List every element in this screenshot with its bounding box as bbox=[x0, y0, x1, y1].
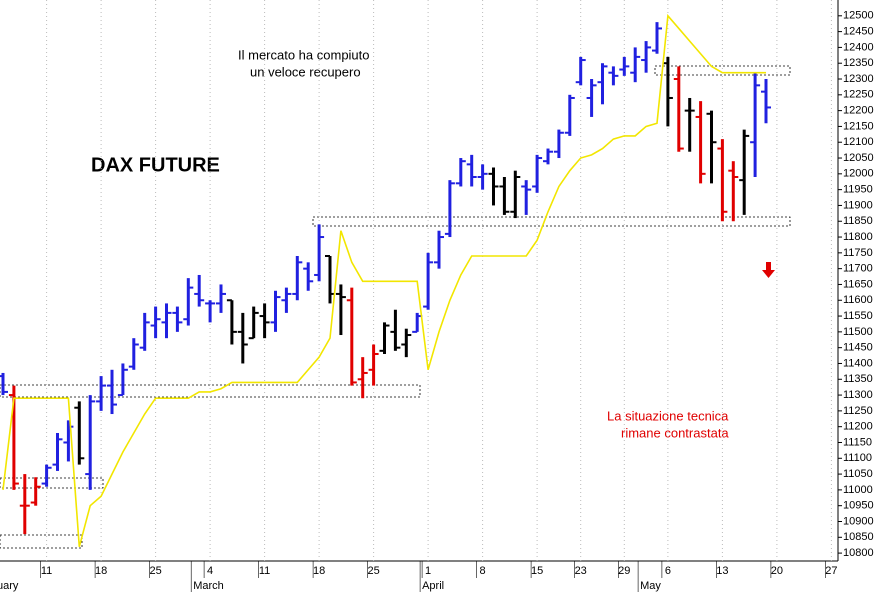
x-tick-label: 11 bbox=[259, 565, 270, 577]
y-tick-label: 11000 bbox=[843, 484, 873, 496]
zone bbox=[312, 216, 791, 227]
y-tick-label: 11700 bbox=[843, 263, 873, 275]
month-label: March bbox=[193, 580, 224, 592]
y-tick-label: 10900 bbox=[843, 515, 874, 527]
arrow-down bbox=[762, 262, 775, 278]
y-tick-label: 11750 bbox=[843, 247, 873, 259]
y-tick-label: 12400 bbox=[843, 41, 874, 53]
zone bbox=[0, 534, 83, 549]
stop-line bbox=[2, 13, 766, 547]
y-tick-label: 11350 bbox=[843, 373, 873, 385]
y-tick-label: 11200 bbox=[843, 421, 873, 433]
y-tick-label: 11600 bbox=[843, 294, 873, 306]
y-tick-label: 11150 bbox=[843, 436, 872, 448]
x-tick-label: 6 bbox=[665, 565, 671, 577]
y-tick-label: 10800 bbox=[843, 547, 874, 559]
y-tick-label: 11650 bbox=[843, 278, 873, 290]
x-tick-label: 23 bbox=[575, 565, 587, 577]
y-tick-label: 12250 bbox=[843, 89, 874, 101]
y-tick-label: 11500 bbox=[843, 326, 873, 338]
x-tick-label: 13 bbox=[716, 565, 728, 577]
month-label: April bbox=[422, 580, 444, 592]
y-tick-label: 12150 bbox=[843, 120, 874, 132]
y-tick-label: 12050 bbox=[843, 152, 874, 164]
annotation: un veloce recupero bbox=[250, 64, 361, 79]
x-tick-label: 15 bbox=[531, 565, 543, 577]
x-tick-label: 25 bbox=[149, 565, 161, 577]
x-tick-label: 11 bbox=[41, 565, 52, 577]
x-tick-label: 20 bbox=[771, 565, 783, 577]
y-tick-label: 11300 bbox=[843, 389, 873, 401]
x-tick-label: 8 bbox=[480, 565, 486, 577]
y-tick-label: 12100 bbox=[843, 136, 874, 148]
zone bbox=[0, 477, 104, 489]
annotation: Il mercato ha compiuto bbox=[238, 47, 370, 62]
x-tick-label: 18 bbox=[313, 565, 325, 577]
x-tick-label: 27 bbox=[825, 565, 837, 577]
y-tick-label: 11050 bbox=[843, 468, 873, 480]
month-label: May bbox=[640, 580, 661, 592]
note: La situazione tecnica bbox=[607, 408, 729, 423]
y-tick-label: 12300 bbox=[843, 73, 874, 85]
y-tick-label: 12200 bbox=[843, 105, 874, 117]
y-tick-label: 11100 bbox=[843, 452, 872, 464]
y-tick-label: 11400 bbox=[843, 357, 873, 369]
y-tick-label: 10950 bbox=[843, 500, 874, 512]
y-tick-label: 11950 bbox=[843, 184, 873, 196]
month-label: uary bbox=[0, 580, 19, 592]
y-tick-label: 11850 bbox=[843, 215, 873, 227]
y-tick-label: 12500 bbox=[843, 10, 874, 22]
note: rimane contrastata bbox=[621, 425, 729, 440]
x-tick-label: 18 bbox=[95, 565, 107, 577]
y-tick-label: 11800 bbox=[843, 231, 873, 243]
chart-title: DAX FUTURE bbox=[91, 154, 220, 176]
y-tick-label: 12450 bbox=[843, 26, 874, 38]
y-tick-label: 11900 bbox=[843, 199, 873, 211]
x-tick-label: 1 bbox=[425, 565, 431, 577]
x-tick-label: 4 bbox=[207, 565, 213, 577]
y-tick-label: 12350 bbox=[843, 57, 874, 69]
y-tick-label: 12000 bbox=[843, 168, 874, 180]
y-tick-label: 10850 bbox=[843, 531, 874, 543]
y-tick-label: 11550 bbox=[843, 310, 873, 322]
y-tick-label: 11250 bbox=[843, 405, 873, 417]
x-tick-label: 29 bbox=[618, 565, 630, 577]
x-tick-label: 25 bbox=[367, 565, 379, 577]
y-tick-label: 11450 bbox=[843, 342, 873, 354]
